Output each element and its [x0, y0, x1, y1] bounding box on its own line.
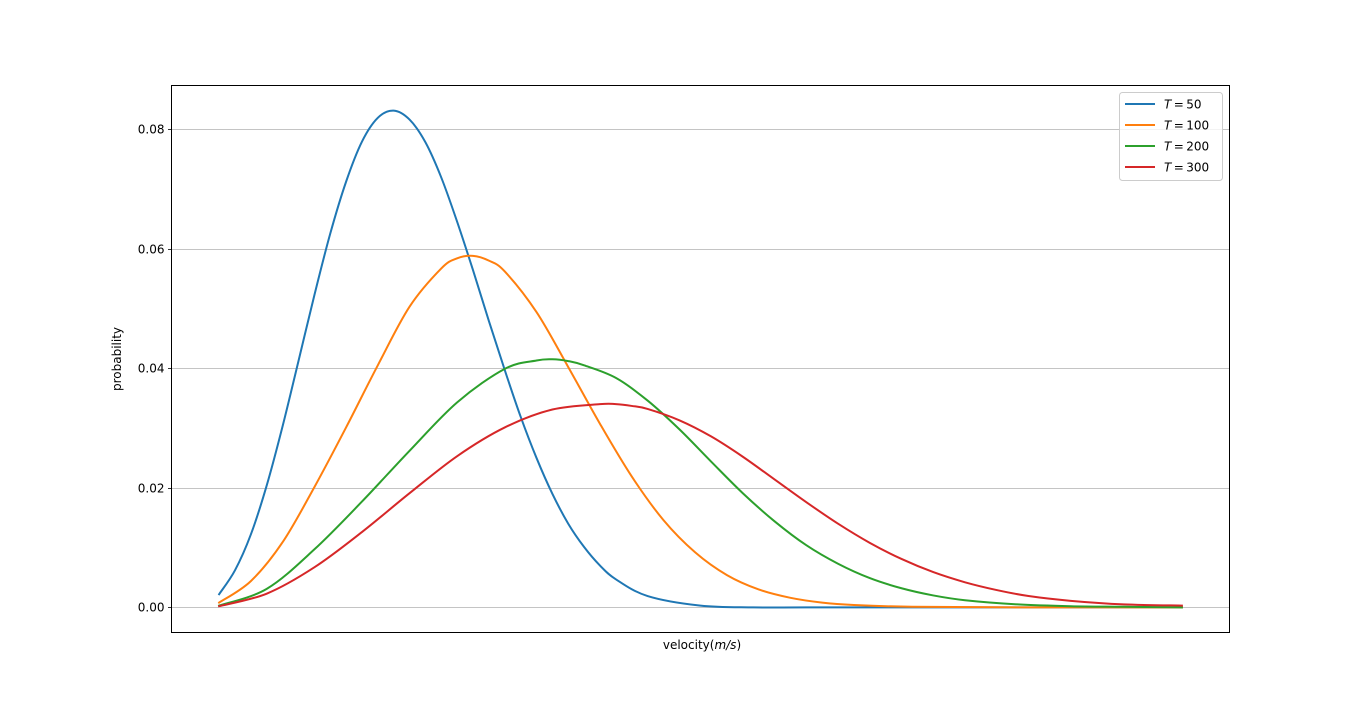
legend-variable: T: [1164, 98, 1173, 112]
legend-value: = 50: [1171, 98, 1201, 112]
x-axis-label: velocity(m/s): [663, 638, 741, 652]
legend-label: T = 200: [1164, 140, 1209, 154]
x-axis-label-unit: m/s: [714, 638, 736, 652]
y-tick-label: 0.00: [138, 601, 165, 615]
series-layer: [217, 109, 1183, 609]
y-tick-label: 0.08: [138, 123, 165, 137]
legend-variable: T: [1164, 161, 1173, 175]
legend-value: = 100: [1171, 119, 1209, 133]
legend-value: = 300: [1171, 161, 1209, 175]
y-tick-label: 0.04: [138, 362, 165, 376]
y-tick-label: 0.06: [138, 243, 165, 257]
y-tick-label: 0.02: [138, 482, 165, 496]
legend-label: T = 50: [1164, 98, 1201, 112]
y-axis-label: probability: [110, 327, 124, 391]
x-axis-label-text: velocity: [663, 638, 710, 652]
plot-frame: [171, 85, 1230, 633]
y-ticks: 0.00 0.02 0.04 0.06 0.08: [138, 123, 172, 615]
series-line-t200: [217, 358, 1183, 609]
legend-box: [1119, 92, 1223, 181]
series-line-t50: [217, 109, 1183, 609]
legend-label: T = 300: [1164, 161, 1209, 175]
series-line-t300: [217, 402, 1183, 608]
legend-variable: T: [1164, 140, 1173, 154]
legend-value: = 200: [1171, 140, 1209, 154]
legend-variable: T: [1164, 119, 1173, 133]
legend-label: T = 100: [1164, 119, 1209, 133]
